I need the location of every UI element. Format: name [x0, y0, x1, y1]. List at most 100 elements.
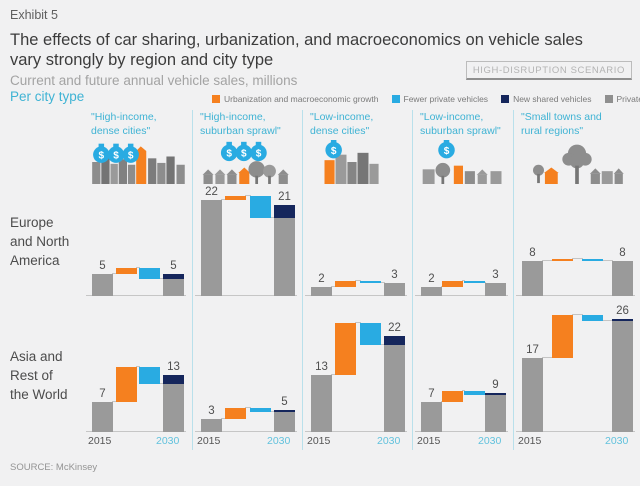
- bar-2030-private: [612, 321, 633, 432]
- waterfall-chart-asia: 17 26: [514, 305, 640, 432]
- connector-line: [221, 417, 227, 419]
- legend-swatch-icon: [391, 95, 400, 103]
- bar-growth: [335, 323, 357, 376]
- bar-growth: [552, 259, 573, 262]
- bar-fewer-private: [249, 408, 271, 413]
- x-label-2030: 2030: [377, 435, 401, 447]
- bar-fewer-private: [139, 366, 161, 385]
- x-axis-labels: 2015 2030: [193, 432, 302, 450]
- connector-line: [483, 281, 486, 283]
- connector-line: [331, 286, 337, 288]
- x-label-2015: 2015: [88, 435, 112, 447]
- bar-2015-private: [92, 401, 113, 432]
- bar-2030-shared: [274, 410, 295, 413]
- bar-growth: [335, 280, 357, 288]
- value-label-2030: 8: [619, 247, 626, 260]
- x-label-2015: 2015: [518, 435, 542, 447]
- bar-growth: [552, 314, 573, 359]
- connector-line: [462, 279, 465, 281]
- bar-2015-private: [311, 375, 332, 432]
- row-labels: Europe and North America Asia and Rest o…: [0, 110, 84, 450]
- x-label-2015: 2015: [417, 435, 441, 447]
- bar-fewer-private: [249, 195, 271, 218]
- city-type-column: "Low-income, suburban sprawl" $2 3 7 9 2015 2…: [412, 110, 513, 450]
- connector-line: [135, 365, 141, 367]
- waterfall-chart-asia: 7 13: [84, 310, 192, 432]
- connector-line: [542, 357, 553, 359]
- legend-item: Private vehicles: [604, 94, 640, 104]
- svg-text:$: $: [256, 149, 262, 160]
- connector-line: [379, 344, 385, 345]
- bar-2030-shared: [163, 375, 184, 385]
- connector-line: [331, 374, 337, 376]
- per-city-type-label: Per city type: [10, 89, 85, 104]
- axis-line: [305, 431, 407, 432]
- bar-2030-shared: [163, 274, 184, 279]
- bar-2015-private: [201, 418, 222, 432]
- bar-2030-private: [163, 278, 184, 296]
- svg-text:$: $: [444, 146, 450, 157]
- connector-line: [572, 258, 583, 260]
- bar-growth: [225, 195, 247, 201]
- connector-line: [355, 279, 361, 281]
- bar-2030-shared: [612, 318, 633, 322]
- bar-fewer-private: [359, 323, 381, 345]
- bar-2030-shared: [485, 392, 506, 396]
- city-type-column: "Low-income, dense cities" $2 3 13 22 2015 20…: [302, 110, 412, 450]
- axis-line: [195, 431, 297, 432]
- connector-line: [112, 400, 117, 402]
- bar-2030-private: [485, 282, 506, 296]
- chart-subtitle: Current and future annual vehicle sales,…: [10, 73, 298, 88]
- bar-growth: [442, 280, 464, 288]
- bar-2030-private: [612, 261, 633, 296]
- axis-line: [305, 295, 407, 296]
- money-bags-3-suburb-icon: $ $ $: [193, 140, 302, 184]
- city-type-header: "High-income, suburban sprawl": [200, 111, 281, 137]
- svg-text:$: $: [241, 149, 247, 160]
- value-label-2030: 3: [391, 268, 398, 281]
- bar-fewer-private: [359, 280, 381, 283]
- connector-line: [269, 411, 275, 413]
- x-label-2030: 2030: [267, 435, 291, 447]
- value-label-2015: 13: [315, 361, 328, 374]
- value-label-2030: 5: [281, 396, 288, 409]
- row-label-asia: Asia and Rest of the World: [10, 349, 68, 402]
- bar-2015-private: [421, 287, 442, 296]
- axis-line: [516, 295, 635, 296]
- small-town-trees-icon: [514, 140, 640, 184]
- chart-grid: Europe and North America Asia and Rest o…: [0, 110, 640, 450]
- connector-line: [159, 277, 164, 279]
- value-label-2015: 22: [205, 186, 218, 199]
- bar-2030-private: [384, 282, 405, 296]
- legend-label: New shared vehicles: [513, 94, 592, 104]
- legend-item: New shared vehicles: [501, 94, 592, 104]
- city-type-column: "High-income, dense cities" $ $ $5 5 7 13 2015…: [84, 110, 192, 450]
- axis-line: [415, 431, 508, 432]
- scenario-badge: HIGH-DISRUPTION SCENARIO: [465, 61, 632, 80]
- x-label-2015: 2015: [197, 435, 221, 447]
- connector-line: [355, 322, 361, 324]
- bar-growth: [115, 366, 137, 402]
- bar-2015-private: [522, 261, 543, 296]
- connector-line: [269, 216, 275, 218]
- connector-line: [379, 281, 385, 283]
- waterfall-chart-asia: 13 22: [303, 310, 412, 432]
- value-label-2015: 17: [526, 344, 539, 357]
- legend-swatch-icon: [604, 95, 613, 103]
- svg-text:$: $: [331, 146, 337, 157]
- value-label-2030: 3: [492, 268, 499, 281]
- value-label-2030: 9: [492, 378, 499, 391]
- bar-2030-shared: [274, 204, 295, 218]
- x-axis-labels: 2015 2030: [303, 432, 412, 450]
- value-label-2030: 21: [278, 190, 291, 203]
- x-label-2030: 2030: [478, 435, 502, 447]
- chart-gap: [413, 296, 513, 310]
- legend-swatch-icon: [212, 95, 220, 103]
- connector-line: [542, 260, 553, 262]
- bar-2015-private: [421, 401, 442, 432]
- legend-label: Urbanization and macroeconomic growth: [224, 94, 379, 104]
